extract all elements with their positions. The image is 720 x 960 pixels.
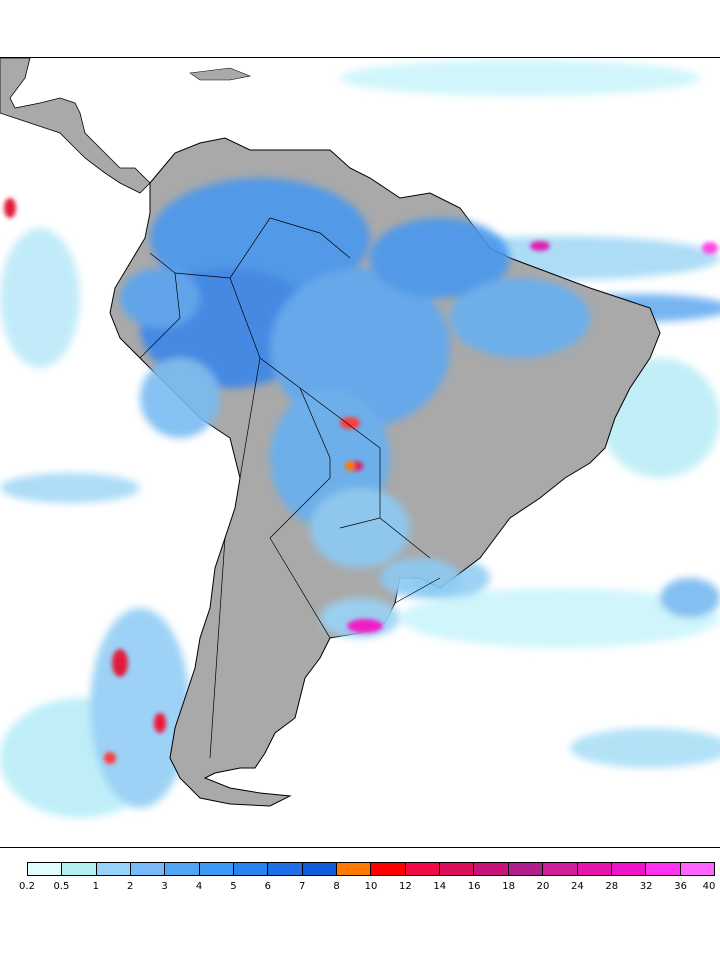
legend-tick-label: 28 — [605, 881, 619, 892]
legend-swatch — [508, 863, 544, 875]
legend-tick-label: 16 — [467, 881, 481, 892]
legend-swatch — [199, 863, 235, 875]
legend-tick-label: 36 — [674, 881, 687, 892]
legend-tick-label: 40 — [702, 881, 716, 892]
legend-swatch — [474, 863, 509, 875]
legend-swatch — [440, 863, 475, 875]
legend-swatch — [96, 863, 132, 875]
legend-tick-label: 8 — [333, 881, 340, 892]
legend-tick-label: 0.5 — [53, 881, 70, 892]
legend-swatch — [131, 863, 166, 875]
legend-tick-label: 32 — [639, 881, 653, 892]
legend-tick-label: 10 — [364, 881, 378, 892]
legend-swatch — [62, 863, 97, 875]
legend-tick-label: 1 — [92, 881, 99, 892]
legend-tick-label: 3 — [161, 881, 168, 892]
legend-swatch — [543, 863, 578, 875]
legend-tick-label: 0.2 — [19, 881, 35, 892]
legend-swatch — [28, 863, 63, 875]
legend-tick-label: 4 — [195, 881, 203, 892]
land-precip — [120, 178, 590, 638]
legend-swatch — [405, 863, 441, 875]
precip-legend: 0.2 0.5 1 2 3 4 5 6 7 8 10 12 14 16 18 20 24 28 32 36 40 — [19, 862, 716, 902]
legend-tick-label: 12 — [399, 881, 412, 892]
legend-tick-label: 20 — [536, 881, 550, 892]
legend-color-bar — [27, 862, 715, 876]
legend-swatch — [646, 863, 681, 875]
precipitation-map — [0, 57, 720, 848]
legend-swatch — [680, 863, 714, 875]
legend-tick-label: 6 — [264, 881, 271, 892]
heavy-precip-cells — [4, 198, 718, 764]
legend-swatch — [611, 863, 647, 875]
legend-tick-label: 24 — [571, 881, 584, 892]
legend-swatch — [165, 863, 200, 875]
legend-tick-label: 18 — [502, 881, 515, 892]
legend-swatch — [268, 863, 303, 875]
legend-swatch — [337, 863, 372, 875]
legend-swatch — [302, 863, 338, 875]
map-canvas — [0, 58, 720, 847]
caribbean-island — [189, 67, 252, 81]
legend-tick-label: 7 — [299, 881, 306, 892]
country-borders — [139, 217, 441, 759]
central-america-land — [0, 58, 151, 194]
legend-tick-label: 14 — [433, 881, 447, 892]
legend-tick-label: 2 — [127, 881, 134, 892]
legend-tick-label: 5 — [230, 881, 237, 892]
legend-swatch — [234, 863, 269, 875]
legend-swatch — [371, 863, 406, 875]
legend-swatch — [577, 863, 612, 875]
